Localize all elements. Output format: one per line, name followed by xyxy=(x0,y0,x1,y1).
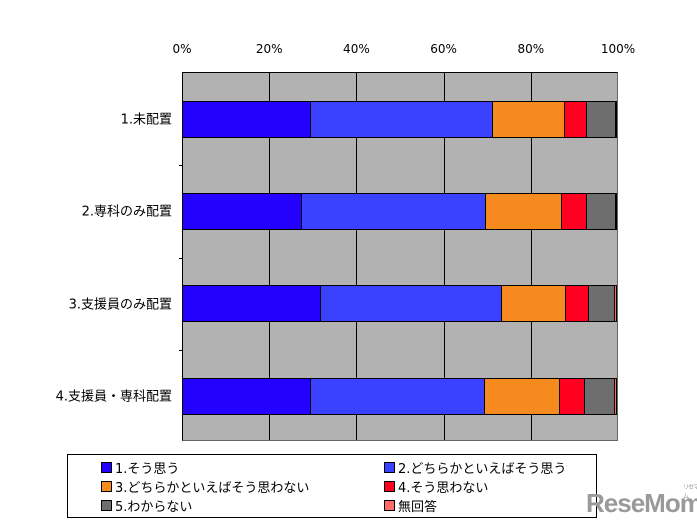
x-tick-label: 60% xyxy=(430,42,457,56)
x-tick-label: 0% xyxy=(172,42,192,56)
bar-segment xyxy=(501,286,567,321)
legend-label: 5.わからない xyxy=(115,500,193,515)
bar-segment xyxy=(183,194,303,229)
category-label: 4.支援員・専科配置 xyxy=(55,389,172,405)
legend-item: 1.そう思う xyxy=(101,458,179,477)
stacked-bar xyxy=(183,101,618,138)
y-axis-tick xyxy=(179,258,183,259)
bar-segment xyxy=(584,379,615,414)
legend-item: 4.そう思わない xyxy=(384,477,488,496)
bar-segment xyxy=(616,102,618,137)
x-tick-label: 100% xyxy=(600,42,636,56)
legend-label: 4.そう思わない xyxy=(398,481,489,496)
bar-segment xyxy=(310,379,485,414)
legend-swatch-icon xyxy=(384,481,395,492)
bar-segment xyxy=(586,102,617,137)
category-label: 1.未配置 xyxy=(120,112,172,128)
bar-segment xyxy=(615,286,617,321)
legend-swatch-icon xyxy=(101,462,112,473)
bar-segment xyxy=(183,286,321,321)
bar-segment xyxy=(183,379,311,414)
bar-segment xyxy=(561,194,587,229)
chart-legend: 1.そう思う 2.どちらかといえばそう思う 3.どちらかといえばそう思わない 4.そう… xyxy=(67,454,597,518)
bar-segment xyxy=(589,286,616,321)
legend-label: 2.どちらかといえばそう思う xyxy=(398,462,567,477)
resemom-watermark: ReseMom リセマム xyxy=(586,485,697,519)
bar-segment xyxy=(565,102,587,137)
legend-label: 3.どちらかといえばそう思わない xyxy=(115,481,310,496)
plot-area xyxy=(179,72,618,441)
x-tick-label: 80% xyxy=(517,42,545,56)
gridline xyxy=(530,73,532,440)
bar-segment xyxy=(183,102,311,137)
gridline xyxy=(269,73,271,440)
y-axis-tick xyxy=(179,165,183,166)
stacked-bar xyxy=(183,193,617,230)
legend-swatch-icon xyxy=(101,481,112,492)
bar-segment xyxy=(310,102,493,137)
watermark-kana: リセマム xyxy=(683,485,697,500)
stacked-bar xyxy=(183,285,617,322)
gridline xyxy=(356,73,358,440)
legend-swatch-icon xyxy=(384,462,395,473)
bar-segment xyxy=(320,286,502,321)
bar-segment xyxy=(484,379,561,414)
x-tick-label: 40% xyxy=(343,42,370,56)
legend-label: 1.そう思う xyxy=(115,462,180,477)
stacked-bar xyxy=(183,378,617,415)
legend-item: 5.わからない xyxy=(101,496,192,515)
category-label: 2.専科のみ配置 xyxy=(81,204,172,220)
bar-segment xyxy=(486,194,562,229)
category-label: 3.支援員のみ配置 xyxy=(68,297,172,313)
y-axis-tick xyxy=(179,350,183,351)
gridline xyxy=(443,73,445,440)
bar-segment xyxy=(566,286,590,321)
x-tick-label: 20% xyxy=(255,42,283,56)
bar-segment xyxy=(614,379,617,414)
bar-segment xyxy=(492,102,566,137)
bar-segment xyxy=(615,194,617,229)
watermark-text: ReseMom xyxy=(586,488,697,518)
legend-label: 無回答 xyxy=(398,500,438,515)
legend-swatch-icon xyxy=(384,500,395,511)
bar-segment xyxy=(302,194,487,229)
bar-segment xyxy=(586,194,616,229)
bar-segment xyxy=(560,379,585,414)
legend-item: 2.どちらかといえばそう思う xyxy=(384,458,566,477)
legend-item: 3.どちらかといえばそう思わない xyxy=(101,477,309,496)
legend-item: 無回答 xyxy=(384,496,437,515)
legend-swatch-icon xyxy=(101,500,112,511)
